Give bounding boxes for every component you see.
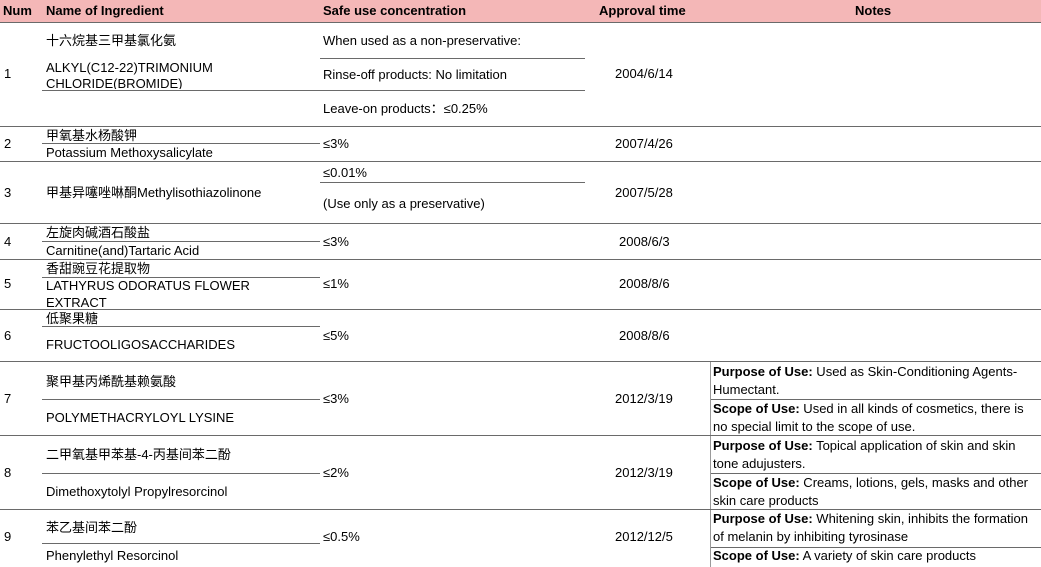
notes-scope: Scope of Use: Used in all kinds of cosme… — [713, 400, 1041, 436]
table-row: 8 二甲氧基甲苯基-4-丙基间苯二酚 Dimethoxytolyl Propyl… — [0, 436, 1041, 510]
ingredient-name-cn: 十六烷基三甲基氯化氨 — [46, 33, 177, 48]
ingredient-name-en: Dimethoxytolyl Propylresorcinol — [46, 484, 228, 499]
scope-text: Used in all kinds of cosmetics, there is… — [713, 401, 1024, 434]
table-header: Num Name of Ingredient Safe use concentr… — [0, 0, 1041, 23]
concentration-text: ≤2% — [323, 465, 349, 480]
concentration-text: Leave-on products：≤0.25% — [323, 101, 488, 116]
approval-date: 2008/8/6 — [619, 328, 670, 343]
table-row: 7 聚甲基丙烯酰基赖氨酸 POLYMETHACRYLOYL LYSINE ≤3%… — [0, 362, 1041, 436]
table-row: 1 十六烷基三甲基氯化氨 ALKYL(C12-22)TRIMONIUM CHLO… — [0, 23, 1041, 127]
approval-date: 2012/3/19 — [615, 391, 673, 406]
scope-label: Scope of Use: — [713, 548, 800, 563]
header-num: Num — [3, 3, 32, 18]
header-ingredient: Name of Ingredient — [46, 3, 164, 18]
table-row: 9 苯乙基间苯二酚 Phenylethyl Resorcinol ≤0.5% 2… — [0, 510, 1041, 567]
scope-label: Scope of Use: — [713, 401, 800, 416]
ingredient-name-cn: 苯乙基间苯二酚 — [46, 520, 138, 535]
concentration-text: ≤3% — [323, 136, 349, 151]
row-num: 3 — [4, 185, 12, 200]
approval-date: 2008/8/6 — [619, 276, 670, 291]
cell-divider — [42, 90, 585, 91]
concentration-text: ≤5% — [323, 328, 349, 343]
purpose-text: Used as Skin-Conditioning Agents-Humecta… — [713, 364, 1018, 397]
purpose-label: Purpose of Use: — [713, 364, 813, 379]
concentration-text: ≤1% — [323, 276, 349, 291]
notes-divider — [710, 510, 711, 567]
scope-text: A variety of skin care products — [799, 548, 976, 563]
notes-divider — [710, 436, 711, 509]
row-num: 7 — [4, 391, 12, 406]
ingredient-name-en: Phenylethyl Resorcinol — [46, 548, 179, 563]
notes-purpose: Purpose of Use: Used as Skin-Conditionin… — [713, 363, 1041, 399]
header-approval: Approval time — [599, 3, 686, 18]
cell-divider — [42, 543, 320, 544]
table-row: 6 低聚果糖 FRUCTOOLIGOSACCHARIDES ≤5% 2008/8… — [0, 310, 1041, 362]
table-row: 4 左旋肉碱酒石酸盐 Carnitine(and)Tartaric Acid ≤… — [0, 224, 1041, 260]
notes-scope: Scope of Use: A variety of skin care pro… — [713, 547, 1041, 565]
cell-divider — [42, 143, 320, 144]
ingredient-name-cn: 二甲氧基甲苯基-4-丙基间苯二酚 — [46, 447, 231, 462]
notes-purpose: Purpose of Use: Whitening skin, inhibits… — [713, 510, 1041, 546]
cell-divider — [42, 277, 320, 278]
purpose-label: Purpose of Use: — [713, 438, 813, 453]
approval-date: 2007/4/26 — [615, 136, 673, 151]
ingredient-name-cn: 聚甲基丙烯酰基赖氨酸 — [46, 374, 177, 389]
ingredient-name-cn: 左旋肉碱酒石酸盐 — [46, 225, 151, 240]
cell-divider — [320, 182, 585, 183]
ingredient-name-cn: 甲氧基水杨酸钾 — [46, 128, 138, 143]
purpose-text: Whitening skin, inhibits the formation o… — [713, 511, 1029, 544]
ingredient-name-cn: 低聚果糖 — [46, 311, 99, 326]
cell-divider — [711, 473, 1041, 474]
concentration-text: ≤3% — [323, 391, 349, 406]
approval-date: 2004/6/14 — [615, 66, 673, 81]
notes-divider — [710, 362, 711, 435]
row-num: 8 — [4, 465, 12, 480]
table-row: 3 甲基异噻唑啉酮Methylisothiazolinone ≤0.01% (U… — [0, 162, 1041, 224]
ingredient-name: 甲基异噻唑啉酮Methylisothiazolinone — [46, 185, 262, 200]
header-notes: Notes — [855, 3, 892, 18]
concentration-text: ≤3% — [323, 234, 349, 249]
scope-text: Creams, lotions, gels, masks and other s… — [713, 475, 1029, 508]
cell-divider — [42, 326, 320, 327]
cell-divider — [320, 58, 585, 59]
table-row: 2 甲氧基水杨酸钾 Potassium Methoxysalicylate ≤3… — [0, 127, 1041, 162]
cell-divider — [42, 241, 320, 242]
concentration-text: When used as a non-preservative: — [323, 33, 521, 48]
concentration-text: ≤0.5% — [323, 529, 360, 544]
purpose-text: Topical application of skin and skin ton… — [713, 438, 1016, 471]
approval-date: 2012/3/19 — [615, 465, 673, 480]
ingredient-name-cn: 香甜豌豆花提取物 — [46, 261, 151, 276]
table-row: 5 香甜豌豆花提取物 LATHYRUS ODORATUS FLOWER EXTR… — [0, 260, 1041, 310]
cell-divider — [42, 473, 320, 474]
approval-date: 2008/6/3 — [619, 234, 670, 249]
row-num: 1 — [4, 66, 12, 81]
concentration-text: Rinse-off products: No limitation — [323, 67, 508, 82]
approval-date: 2012/12/5 — [615, 529, 673, 544]
row-num: 6 — [4, 328, 12, 343]
ingredient-name-en: EXTRACT — [46, 295, 107, 309]
concentration-text: ≤0.01% — [323, 165, 367, 180]
ingredient-name-en: Carnitine(and)Tartaric Acid — [46, 243, 200, 258]
row-num: 4 — [4, 234, 12, 249]
concentration-text: (Use only as a preservative) — [323, 196, 485, 211]
ingredient-name-en: Potassium Methoxysalicylate — [46, 145, 213, 160]
ingredient-name-en: POLYMETHACRYLOYL LYSINE — [46, 410, 235, 425]
row-num: 5 — [4, 276, 12, 291]
ingredient-name-en: ALKYL(C12-22)TRIMONIUM — [46, 60, 213, 75]
row-num: 9 — [4, 529, 12, 544]
approval-date: 2007/5/28 — [615, 185, 673, 200]
ingredient-name-en: LATHYRUS ODORATUS FLOWER — [46, 278, 250, 293]
notes-purpose: Purpose of Use: Topical application of s… — [713, 437, 1041, 473]
cell-divider — [42, 399, 320, 400]
scope-label: Scope of Use: — [713, 475, 800, 490]
cell-divider — [711, 547, 1041, 548]
cell-divider — [711, 399, 1041, 400]
ingredient-name-en: CHLORIDE(BROMIDE) — [46, 76, 183, 89]
row-num: 2 — [4, 136, 12, 151]
notes-scope: Scope of Use: Creams, lotions, gels, mas… — [713, 474, 1041, 510]
header-concentration: Safe use concentration — [323, 3, 467, 18]
ingredient-name-en: FRUCTOOLIGOSACCHARIDES — [46, 337, 236, 352]
purpose-label: Purpose of Use: — [713, 511, 813, 526]
